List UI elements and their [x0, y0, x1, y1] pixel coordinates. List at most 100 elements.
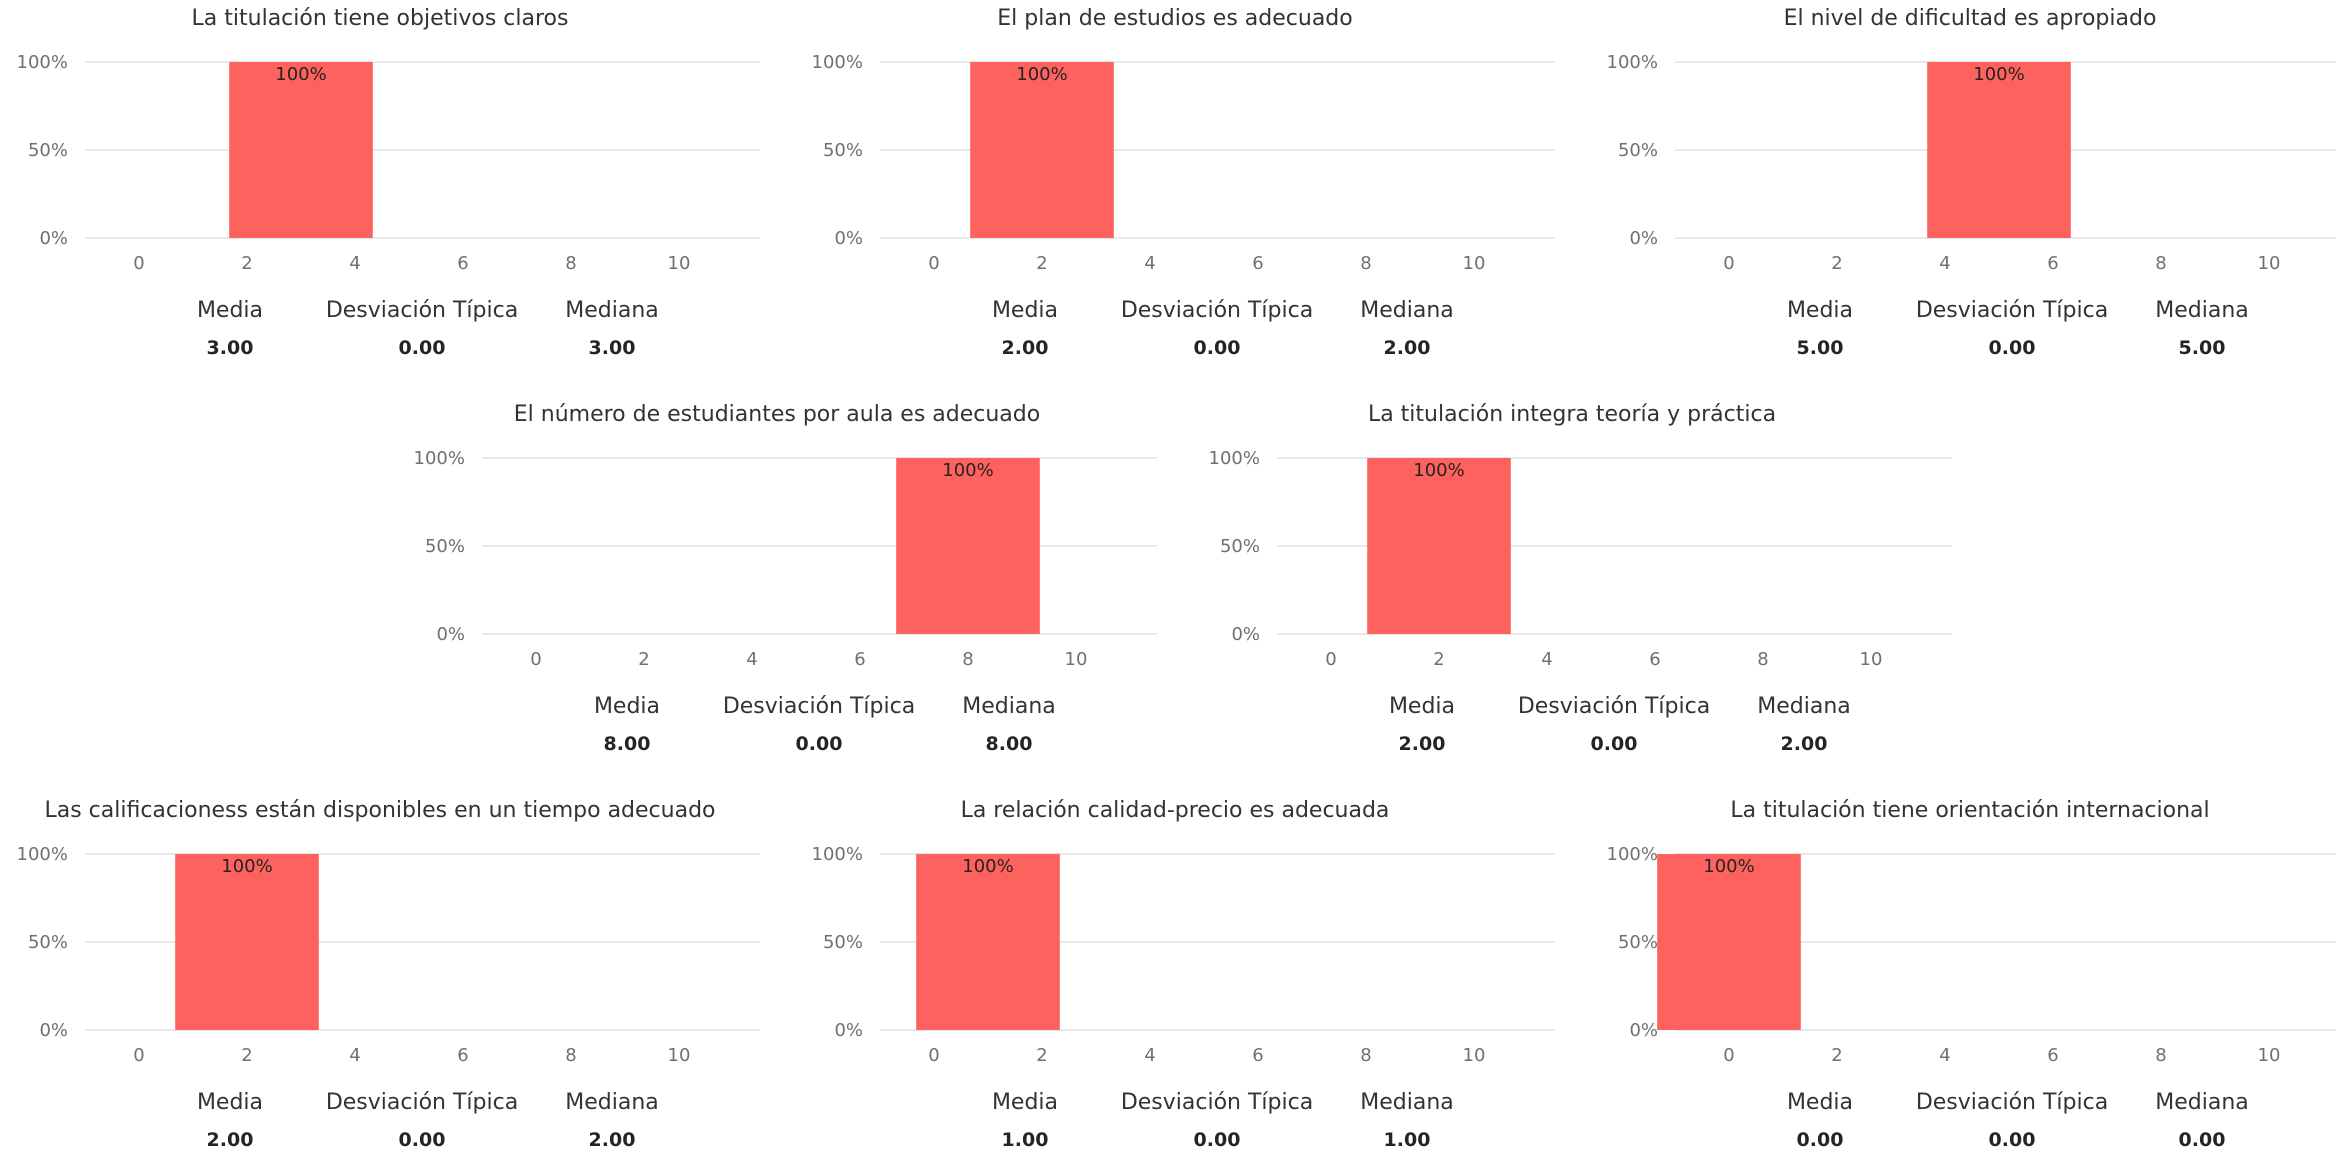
x-tick-label: 2 — [1036, 1045, 1047, 1066]
stat-value-mean: 2.00 — [206, 1129, 254, 1151]
y-tick-label: 0% — [39, 228, 68, 249]
stat-value-std: 0.00 — [1193, 1129, 1241, 1151]
x-tick-label: 10 — [2258, 253, 2281, 274]
bar — [1367, 458, 1511, 634]
stat-label-std: Desviación Típica — [1120, 1090, 1314, 1115]
stat-value-mean: 5.00 — [1796, 337, 1844, 359]
stat-label-std: Desviación Típica — [1120, 298, 1314, 323]
stat-value-median: 2.00 — [588, 1129, 636, 1151]
x-tick-label: 6 — [1252, 1045, 1263, 1066]
x-tick-label: 0 — [928, 1045, 939, 1066]
x-tick-label: 2 — [1036, 253, 1047, 274]
stat-label-mean: Media — [1388, 694, 1456, 719]
x-tick-label: 0 — [530, 649, 541, 670]
x-tick-label: 6 — [1649, 649, 1660, 670]
stat-value-median: 3.00 — [588, 337, 636, 359]
stat-label-median: Mediana — [2155, 298, 2249, 323]
stat-label-mean: Media — [1786, 298, 1854, 323]
y-tick-label: 0% — [1629, 228, 1658, 249]
stat-value-median: 2.00 — [1780, 733, 1828, 755]
x-tick-label: 0 — [928, 253, 939, 274]
stat-label-mean: Media — [196, 298, 264, 323]
bar — [1657, 854, 1801, 1030]
y-tick-label: 100% — [1209, 448, 1260, 469]
bar-data-label: 100% — [942, 460, 993, 481]
bar-chart: 100% 50% 0% 100% 0 2 4 6 8 10 — [812, 52, 1555, 274]
y-tick-label: 100% — [1607, 52, 1658, 73]
stat-label-mean: Media — [1786, 1090, 1854, 1115]
stat-value-median: 2.00 — [1383, 337, 1431, 359]
x-tick-label: 0 — [1325, 649, 1336, 670]
y-tick-label: 50% — [1618, 932, 1658, 953]
chart-panel: La titulación tiene orientación internac… — [1590, 792, 2336, 1162]
bar-chart: 100% 50% 0% 100% 0 2 4 6 8 10 — [1209, 448, 1952, 670]
x-tick-label: 8 — [2155, 1045, 2166, 1066]
chart-title: La titulación tiene objetivos claros — [191, 6, 569, 31]
x-tick-label: 2 — [241, 1045, 252, 1066]
stat-value-median: 5.00 — [2178, 337, 2226, 359]
x-tick-label: 0 — [1723, 253, 1734, 274]
y-tick-label: 50% — [1618, 140, 1658, 161]
chart-title: La relación calidad-precio es adecuada — [960, 798, 1390, 823]
bar-data-label: 100% — [221, 856, 272, 877]
stat-value-mean: 2.00 — [1001, 337, 1049, 359]
chart-title: La titulación tiene orientación internac… — [1730, 798, 2210, 823]
stat-label-median: Mediana — [1360, 1090, 1454, 1115]
x-tick-label: 10 — [668, 1045, 691, 1066]
chart-panel: Las calificacioness están disponibles en… — [0, 792, 760, 1162]
y-tick-label: 50% — [28, 140, 68, 161]
x-tick-label: 10 — [668, 253, 691, 274]
bar — [916, 854, 1060, 1030]
stat-label-std: Desviación Típica — [722, 694, 916, 719]
stat-value-std: 0.00 — [398, 1129, 446, 1151]
bar-data-label: 100% — [275, 64, 326, 85]
stat-value-mean: 2.00 — [1398, 733, 1446, 755]
x-tick-label: 8 — [962, 649, 973, 670]
y-tick-label: 100% — [17, 52, 68, 73]
chart-panel: El plan de estudios es adecuado 100% 50% 0%… — [795, 0, 1555, 370]
y-tick-label: 50% — [1220, 536, 1260, 557]
bar — [175, 854, 319, 1030]
y-tick-label: 50% — [425, 536, 465, 557]
bar-chart: 100% 50% 0% 100% 0 2 4 6 8 10 — [1607, 52, 2336, 274]
x-tick-label: 0 — [133, 253, 144, 274]
bar-chart: 100% 50% 0% 100% 0 2 4 6 8 10 — [414, 448, 1157, 670]
bar — [970, 62, 1114, 238]
x-tick-label: 4 — [1939, 253, 1950, 274]
x-tick-label: 6 — [2047, 253, 2058, 274]
x-tick-label: 2 — [638, 649, 649, 670]
x-tick-label: 4 — [746, 649, 757, 670]
bar-data-label: 100% — [1973, 64, 2024, 85]
stat-label-median: Mediana — [1360, 298, 1454, 323]
x-tick-label: 4 — [1939, 1045, 1950, 1066]
x-tick-label: 8 — [1757, 649, 1768, 670]
stat-label-median: Mediana — [962, 694, 1056, 719]
stat-label-std: Desviación Típica — [1517, 694, 1711, 719]
bar-data-label: 100% — [1016, 64, 1067, 85]
stat-value-std: 0.00 — [1193, 337, 1241, 359]
x-tick-label: 4 — [349, 253, 360, 274]
y-tick-label: 0% — [834, 228, 863, 249]
chart-panel: El número de estudiantes por aula es ade… — [397, 396, 1157, 766]
bar — [1927, 62, 2071, 238]
chart-panel: La titulación tiene objetivos claros 100%… — [0, 0, 760, 370]
x-tick-label: 0 — [133, 1045, 144, 1066]
stat-label-median: Mediana — [565, 1090, 659, 1115]
y-tick-label: 0% — [436, 624, 465, 645]
x-tick-label: 10 — [2258, 1045, 2281, 1066]
x-tick-label: 6 — [1252, 253, 1263, 274]
y-tick-label: 50% — [823, 932, 863, 953]
x-tick-label: 8 — [1360, 253, 1371, 274]
x-tick-label: 10 — [1463, 1045, 1486, 1066]
x-tick-label: 10 — [1463, 253, 1486, 274]
stat-value-std: 0.00 — [398, 337, 446, 359]
stat-label-std: Desviación Típica — [325, 298, 519, 323]
y-tick-label: 100% — [17, 844, 68, 865]
stat-value-mean: 3.00 — [206, 337, 254, 359]
y-tick-label: 50% — [28, 932, 68, 953]
chart-title: El nivel de dificultad es apropiado — [1783, 6, 2157, 31]
y-tick-label: 100% — [414, 448, 465, 469]
stat-value-median: 1.00 — [1383, 1129, 1431, 1151]
stat-value-std: 0.00 — [1988, 1129, 2036, 1151]
bar-chart: 100% 50% 0% 100% 0 2 4 6 8 10 — [1607, 844, 2336, 1066]
